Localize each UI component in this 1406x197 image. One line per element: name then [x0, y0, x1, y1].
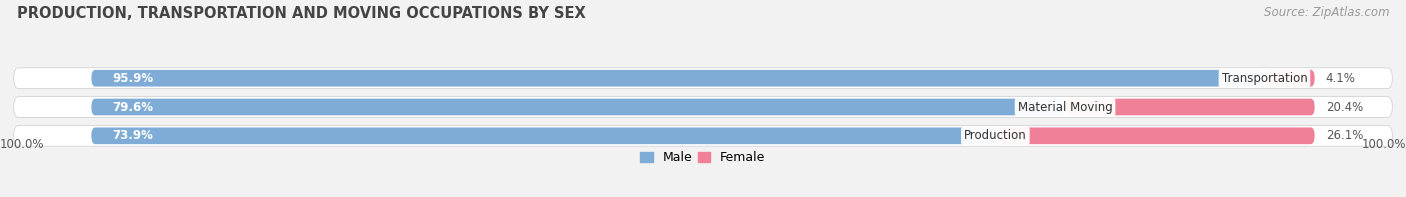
FancyBboxPatch shape — [14, 125, 1392, 146]
Text: Source: ZipAtlas.com: Source: ZipAtlas.com — [1264, 6, 1389, 19]
FancyBboxPatch shape — [1067, 99, 1315, 115]
Text: 26.1%: 26.1% — [1326, 129, 1364, 142]
Text: 100.0%: 100.0% — [0, 138, 45, 151]
Text: PRODUCTION, TRANSPORTATION AND MOVING OCCUPATIONS BY SEX: PRODUCTION, TRANSPORTATION AND MOVING OC… — [17, 6, 586, 21]
FancyBboxPatch shape — [14, 68, 1392, 89]
Text: 100.0%: 100.0% — [1361, 138, 1406, 151]
FancyBboxPatch shape — [91, 70, 1264, 86]
Text: 20.4%: 20.4% — [1326, 100, 1362, 113]
Legend: Male, Female: Male, Female — [636, 146, 770, 169]
Text: 4.1%: 4.1% — [1326, 72, 1355, 85]
FancyBboxPatch shape — [1265, 70, 1315, 86]
Text: Material Moving: Material Moving — [1018, 100, 1112, 113]
Text: Transportation: Transportation — [1222, 72, 1308, 85]
FancyBboxPatch shape — [91, 99, 1066, 115]
Text: 73.9%: 73.9% — [112, 129, 153, 142]
Text: 79.6%: 79.6% — [112, 100, 153, 113]
FancyBboxPatch shape — [91, 127, 995, 144]
Text: 95.9%: 95.9% — [112, 72, 153, 85]
Text: Production: Production — [965, 129, 1026, 142]
FancyBboxPatch shape — [14, 97, 1392, 117]
FancyBboxPatch shape — [997, 127, 1315, 144]
